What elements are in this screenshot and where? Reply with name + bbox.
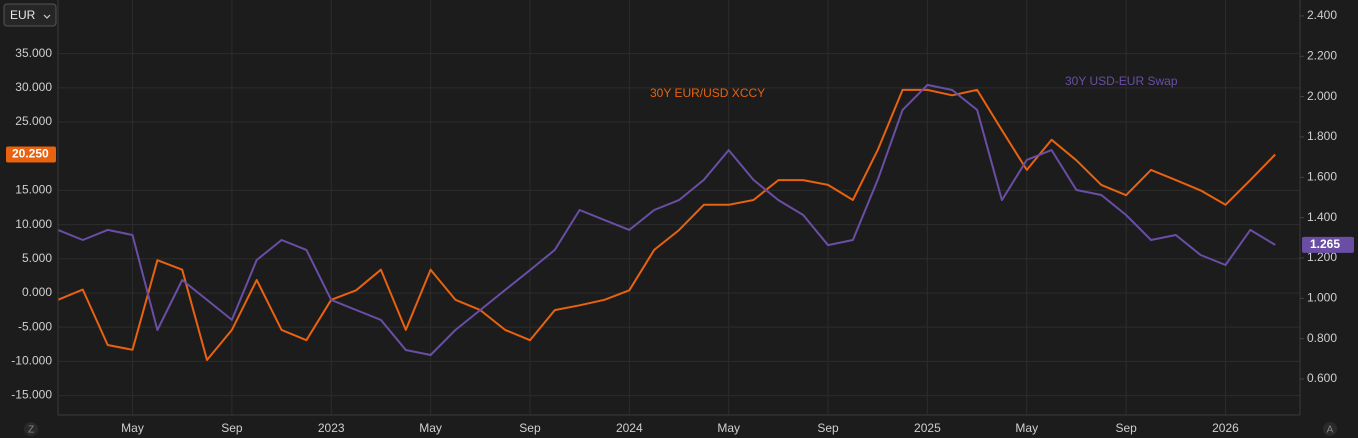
annotation: 30Y EUR/USD XCCY [650, 86, 765, 100]
lines [57, 83, 1276, 361]
x-tick-label: Sep [1115, 421, 1137, 435]
dropdown-chevron[interactable] [43, 14, 51, 19]
y2-tick-label: 2.400 [1307, 8, 1337, 22]
y2-tick-label: 0.800 [1307, 331, 1337, 345]
x-tick-label: May [717, 421, 740, 435]
x-tick-label: May [419, 421, 442, 435]
y2-tick-label: 1.400 [1307, 210, 1337, 224]
x-tick-label: Sep [519, 421, 541, 435]
y2-tick-label: 2.000 [1307, 89, 1337, 103]
y-tick-label: -5.000 [18, 319, 52, 333]
annotation: 30Y USD-EUR Swap [1065, 74, 1178, 88]
y2-tick-label: 1.600 [1307, 169, 1337, 183]
series-line [57, 88, 1276, 361]
y-tick-label: 10.000 [15, 217, 52, 231]
x-tick-label: 2024 [616, 421, 643, 435]
y-tick-label: 35.000 [15, 46, 52, 60]
dropdown-label[interactable]: EUR [10, 8, 36, 22]
last-value-badge [6, 146, 56, 163]
dropdown-box[interactable] [3, 3, 57, 27]
button-label[interactable]: A [1327, 425, 1334, 436]
x-tick-label: 2026 [1212, 421, 1239, 435]
x-tick-label: 2025 [914, 421, 941, 435]
grid [58, 0, 1300, 415]
y-tick-label: 25.000 [15, 114, 52, 128]
y2-tick-label: 2.200 [1307, 48, 1337, 62]
x-tick-label: Sep [221, 421, 243, 435]
currency-dropdown[interactable]: EUR [3, 3, 57, 27]
y-tick-label: 15.000 [15, 183, 52, 197]
last-value-badge [1302, 236, 1354, 253]
last-value-label: 20.250 [12, 147, 49, 161]
y-tick-label: 0.000 [22, 285, 52, 299]
button-label[interactable]: Z [28, 425, 34, 436]
y2-tick-label: 1.800 [1307, 129, 1337, 143]
y-tick-label: -15.000 [11, 388, 52, 402]
x-tick-label: Sep [817, 421, 839, 435]
series-line [57, 83, 1276, 356]
x-tick-label: May [121, 421, 144, 435]
button-bg[interactable] [24, 422, 38, 436]
auto-button[interactable]: A [1323, 422, 1337, 436]
y2-tick-label: 0.600 [1307, 371, 1337, 385]
y2-tick-label: 1.000 [1307, 290, 1337, 304]
last-value-label: 1.265 [1310, 237, 1340, 251]
y2-tick-label: 1.200 [1307, 250, 1337, 264]
x-tick-label: 2023 [318, 421, 345, 435]
button-bg[interactable] [1323, 422, 1337, 436]
y-tick-label: -10.000 [11, 354, 52, 368]
y-tick-label: 5.000 [22, 251, 52, 265]
x-tick-label: May [1015, 421, 1038, 435]
zoom-button[interactable]: Z [24, 422, 38, 436]
y-tick-label: 30.000 [15, 80, 52, 94]
